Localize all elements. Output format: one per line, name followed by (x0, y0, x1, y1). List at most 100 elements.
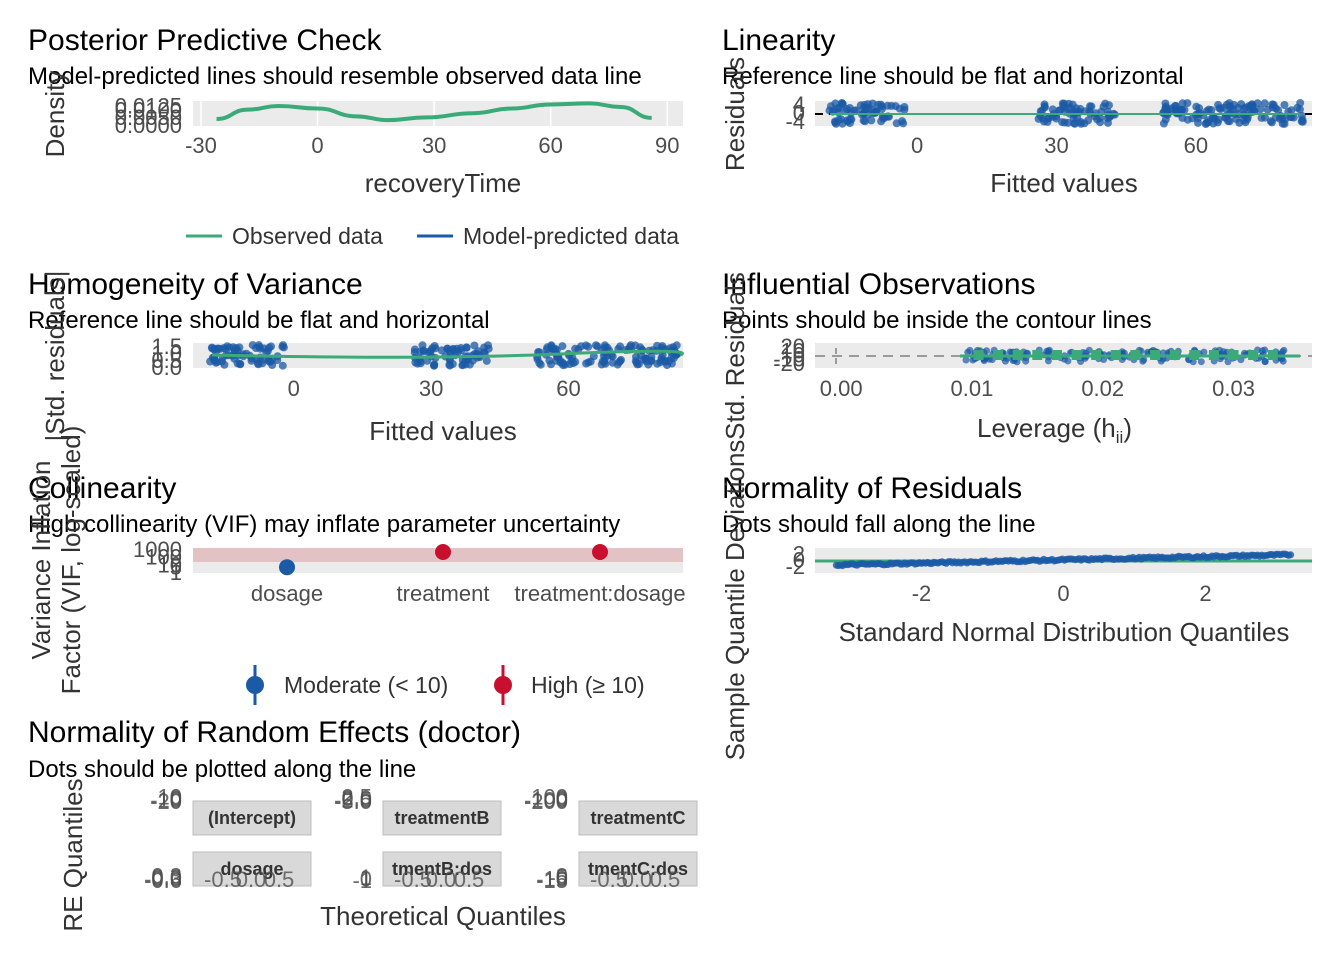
linearity-title: Linearity (722, 24, 835, 57)
homogeneity-xtick-label: 60 (556, 376, 580, 401)
influential-subtitle: Points should be inside the contour line… (722, 307, 1152, 334)
legend-predicted: Model-predicted data (463, 223, 679, 249)
ppc-ytick-label: 0.0125 (115, 93, 182, 118)
linearity-point (1232, 114, 1241, 123)
ppc-legend: Observed data Model-predicted data (186, 223, 679, 249)
linearity-point (877, 117, 886, 126)
influential-xtick-label: 0.01 (951, 376, 994, 401)
ppc-title: Posterior Predictive Check (28, 24, 382, 57)
influential-point (1140, 356, 1148, 364)
influential-xtick-label: 0.03 (1212, 376, 1255, 401)
homogeneity-point (419, 346, 428, 355)
re-ytick-label: -100 (524, 788, 568, 813)
homogeneity-point (248, 341, 257, 350)
linearity-point (1209, 113, 1218, 122)
linearity-point (1268, 103, 1277, 112)
linearity-point (834, 115, 843, 124)
linearity-point (1280, 101, 1289, 109)
ppc-xtick-label: 90 (655, 133, 679, 158)
linearity-point (1159, 119, 1168, 128)
qq-xtick-label: 0 (1057, 581, 1069, 606)
collinearity-legend: Moderate (< 10) High (≥ 10) (246, 665, 645, 705)
homogeneity-point (443, 344, 452, 353)
influential-point (1085, 346, 1093, 354)
linearity-point (856, 101, 865, 110)
re-ytick-label: -15 (536, 868, 568, 893)
homogeneity-ytick-label: 0.5 (151, 348, 182, 373)
influential-ylabel: Std. Residuals (720, 272, 750, 440)
influential-point (1064, 357, 1072, 365)
linearity-xtick-label: 30 (1044, 133, 1068, 158)
homogeneity-point (215, 344, 224, 353)
homogeneity-point (657, 356, 666, 364)
re-facet-label: (Intercept) (208, 808, 296, 828)
linearity-point (1234, 104, 1243, 112)
re-ytick-label: -0.6 (144, 868, 182, 893)
re-ytick-label: 10 (158, 785, 182, 810)
collinearity-ytick-label: 1000 (133, 537, 182, 562)
influential-panel: Influential Observations Points should b… (720, 268, 1312, 447)
influential-point (962, 356, 970, 364)
collinearity-ytick-label: 1 (170, 560, 182, 585)
linearity-point (874, 100, 883, 109)
homogeneity-point (220, 360, 229, 369)
homogeneity-point (449, 344, 458, 353)
homogeneity-point (254, 341, 263, 350)
linearity-point (1240, 105, 1249, 114)
qq-subtitle: Dots should fall along the line (722, 511, 1036, 538)
influential-point (1043, 347, 1051, 355)
re-ytick-label: 100 (531, 785, 568, 810)
homogeneity-point (428, 344, 437, 353)
linearity-point (1161, 99, 1170, 108)
re-subtitle: Dots should be plotted along the line (28, 756, 416, 783)
homogeneity-point (462, 343, 471, 352)
linearity-point (867, 116, 876, 125)
re-facet-strip (578, 800, 698, 836)
homogeneity-xtick-label: 30 (419, 376, 443, 401)
re-ytick-label: 2.5 (341, 785, 372, 810)
homogeneity-ytick-label: 0.0 (151, 355, 182, 380)
re-facet-label: tmentB:dos (392, 859, 492, 879)
homogeneity-point (267, 342, 275, 351)
influential-point (1237, 356, 1245, 364)
homogeneity-point (591, 341, 600, 350)
influential-xtick-label: 0.02 (1081, 376, 1124, 401)
qq-xtick-label: -2 (912, 581, 932, 606)
linearity-point (843, 105, 852, 114)
homogeneity-point (430, 361, 439, 370)
qq-ytick-label: -2 (785, 554, 805, 579)
collinearity-ytick-label: 5 (170, 555, 182, 580)
vif-point-1 (279, 559, 295, 576)
ppc-subtitle: Model-predicted lines should resemble ob… (28, 63, 642, 90)
re-ytick-label: 0 (170, 786, 182, 811)
linearity-point (898, 117, 907, 126)
ppc-ytick-label: 0.0050 (115, 105, 182, 130)
ppc-observed-line (216, 101, 652, 123)
linearity-ylabel: Residuals (720, 57, 750, 171)
qq-xlabel: Standard Normal Distribution Quantiles (839, 617, 1290, 647)
linearity-point (831, 99, 840, 108)
homogeneity-point (253, 359, 262, 368)
linearity-point (1070, 119, 1079, 128)
homogeneity-ytick-label: 1.0 (151, 341, 182, 366)
homogeneity-point (608, 358, 617, 367)
linearity-point (1178, 105, 1187, 114)
homogeneity-point (470, 341, 479, 350)
re-facet-strip (382, 851, 502, 887)
re-ytick-label: -200 (524, 789, 568, 814)
influential-point (1197, 358, 1205, 366)
re-ytick-label: -1 (352, 868, 372, 893)
homogeneity-point (235, 343, 244, 352)
linearity-point (1192, 102, 1201, 111)
influential-ytick-label: -20 (773, 351, 805, 376)
legend-high-swatch (494, 676, 512, 694)
homogeneity-point (601, 343, 610, 352)
linearity-point (1204, 105, 1213, 114)
homogeneity-point (480, 348, 489, 357)
influential-point (1261, 358, 1269, 366)
re-ytick-label: -5.0 (334, 789, 372, 814)
influential-xtick-label: 0.00 (820, 376, 863, 401)
linearity-point (1226, 104, 1235, 113)
qq-title: Normality of Residuals (722, 472, 1022, 505)
linearity-point (1239, 116, 1248, 125)
